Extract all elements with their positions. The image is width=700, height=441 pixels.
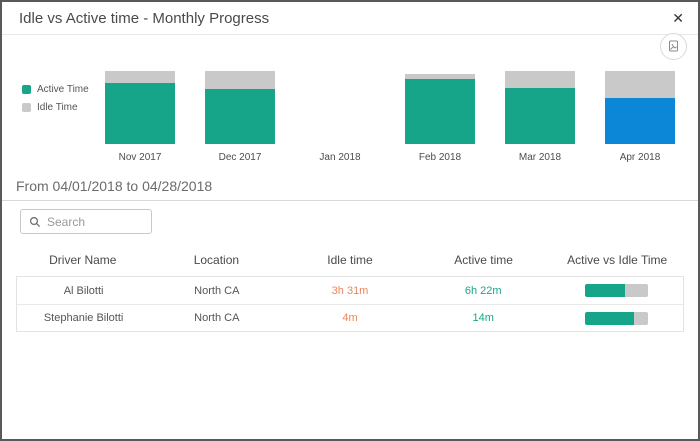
date-range-heading: From 04/01/2018 to 04/28/2018 — [16, 178, 213, 194]
axis-label: Nov 2017 — [118, 152, 162, 163]
modal-title: Idle vs Active time - Monthly Progress — [19, 9, 270, 27]
chart-bar-apr-2018-selected[interactable]: Apr 2018 — [590, 71, 690, 163]
idle-segment — [405, 73, 475, 80]
chart-plot-area: Nov 2017 Dec 2017 Jan 2018 — [90, 71, 698, 163]
active-segment — [405, 79, 475, 144]
section-divider — [2, 200, 698, 201]
table-row[interactable]: Stephanie Bilotti North CA 4m 14m — [17, 304, 683, 331]
active-vs-idle-cell — [550, 284, 683, 297]
col-header-location: Location — [193, 253, 240, 267]
ratio-bar-fill — [584, 284, 626, 297]
active-segment — [205, 88, 275, 144]
axis-label: Jan 2018 — [319, 152, 361, 163]
axis-label: Dec 2017 — [218, 152, 262, 163]
active-vs-idle-cell — [550, 311, 683, 325]
table-row[interactable]: Al Bilotti North CA 3h 31m 6h 22m — [17, 277, 683, 304]
axis-label: Apr 2018 — [619, 152, 661, 163]
export-chart-button[interactable] — [660, 33, 687, 60]
chart-bar-feb-2018[interactable]: Feb 2018 — [390, 71, 490, 163]
idle-segment — [105, 71, 175, 83]
chart-bar-mar-2018[interactable]: Mar 2018 — [490, 71, 590, 163]
active-time-cell: 6h 22m — [464, 284, 502, 297]
chart-bar-jan-2018[interactable]: Jan 2018 — [290, 71, 390, 163]
table-body: Al Bilotti North CA 3h 31m 6h 22m Stepha… — [16, 276, 684, 332]
chart-legend: Active Time Idle Time — [2, 71, 90, 163]
ratio-bar-fill — [584, 311, 635, 325]
drivers-table: Driver Name Location Idle time Active ti… — [16, 245, 684, 332]
active-segment-highlighted — [605, 97, 675, 144]
col-header-active-time: Active time — [454, 253, 513, 267]
axis-label: Mar 2018 — [518, 152, 562, 163]
idle-segment — [605, 71, 675, 98]
chart-bar-nov-2017[interactable]: Nov 2017 — [90, 71, 190, 163]
legend-item-idle[interactable]: Idle Time — [22, 102, 90, 113]
col-header-active-vs-idle: Active vs Idle Time — [567, 253, 668, 267]
ratio-bar-track — [584, 311, 648, 325]
col-header-driver-name: Driver Name — [49, 253, 117, 267]
driver-name-cell: Stephanie Bilotti — [43, 312, 124, 324]
active-segment — [105, 82, 175, 144]
legend-label-idle: Idle Time — [37, 102, 78, 113]
legend-item-active[interactable]: Active Time — [22, 84, 90, 95]
search-icon — [29, 216, 41, 228]
location-cell: North CA — [194, 284, 240, 297]
active-time-cell: 14m — [472, 312, 494, 324]
idle-segment — [205, 71, 275, 89]
axis-label: Feb 2018 — [418, 152, 462, 163]
legend-label-active: Active Time — [37, 84, 89, 95]
export-chart-icon — [667, 40, 680, 53]
search-input[interactable] — [47, 214, 145, 229]
col-header-idle-time: Idle time — [327, 253, 373, 267]
idle-time-swatch — [22, 103, 31, 112]
chart-bar-dec-2017[interactable]: Dec 2017 — [190, 71, 290, 163]
search-box[interactable] — [20, 209, 152, 234]
idle-time-cell: 4m — [342, 312, 358, 324]
active-segment — [505, 87, 575, 144]
close-icon[interactable]: ✕ — [672, 10, 684, 26]
ratio-bar-track — [584, 284, 648, 297]
idle-time-cell: 3h 31m — [331, 284, 369, 297]
table-header-row: Driver Name Location Idle time Active ti… — [16, 245, 684, 276]
active-time-swatch — [22, 85, 31, 94]
driver-name-cell: Al Bilotti — [63, 284, 104, 297]
idle-segment — [505, 71, 575, 88]
monthly-progress-chart: Active Time Idle Time Nov 2017 Dec — [2, 35, 698, 163]
location-cell: North CA — [194, 312, 240, 324]
modal-titlebar: Idle vs Active time - Monthly Progress ✕ — [2, 2, 698, 35]
